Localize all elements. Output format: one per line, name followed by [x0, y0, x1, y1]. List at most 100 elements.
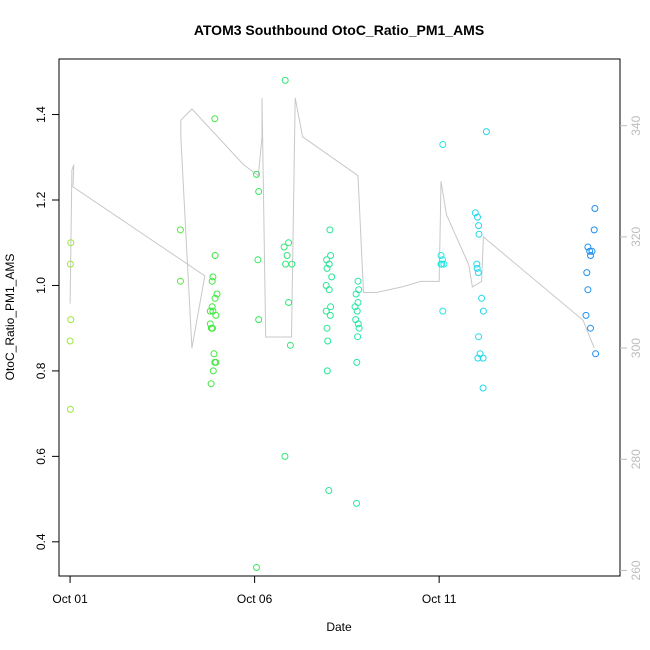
data-point: [211, 115, 219, 123]
data-point: [353, 358, 361, 366]
series-line: [69, 97, 595, 349]
data-point: [208, 303, 216, 311]
data-point: [210, 350, 218, 358]
data-point: [438, 260, 446, 268]
line-layer: [69, 97, 595, 349]
data-point: [323, 367, 331, 375]
data-point: [255, 316, 263, 324]
data-point: [479, 307, 487, 315]
y-tick-label: 1.0: [34, 277, 48, 294]
data-point: [208, 277, 216, 285]
data-point: [351, 303, 359, 311]
y-axis-label: OtoC_Ratio_PM1_AMS: [3, 254, 17, 381]
data-point: [354, 320, 362, 328]
points-layer: [66, 76, 600, 571]
data-point: [591, 205, 599, 212]
data-point: [353, 307, 361, 315]
x-tick-label: Oct 06: [237, 592, 273, 606]
data-point: [592, 350, 600, 358]
y-tick-label: 1.2: [34, 191, 48, 208]
data-point: [437, 252, 445, 259]
y-tick-label: 1.4: [34, 106, 48, 123]
data-point: [439, 141, 447, 148]
data-point: [474, 213, 481, 221]
data-point: [587, 252, 594, 259]
data-point: [355, 324, 363, 332]
data-point: [327, 252, 335, 259]
data-point: [584, 243, 592, 251]
x-tick-label: Oct 01: [52, 592, 88, 606]
data-point: [282, 260, 290, 268]
data-point: [67, 239, 75, 247]
y-tick-label: 0.8: [34, 362, 48, 379]
data-point: [475, 222, 483, 230]
data-point: [327, 303, 335, 311]
data-point: [471, 209, 479, 217]
y2-axis: 260 280 300 320 340: [620, 115, 643, 580]
data-point: [352, 290, 360, 298]
data-point: [478, 294, 486, 302]
data-point: [482, 128, 490, 136]
data-point: [324, 337, 332, 345]
data-point: [325, 260, 333, 268]
data-point: [587, 324, 594, 332]
data-point: [474, 269, 482, 277]
x-axis: Oct 01 Oct 06 Oct 11: [52, 576, 457, 606]
data-point: [584, 286, 592, 294]
data-point: [473, 264, 481, 272]
data-point: [212, 311, 220, 319]
data-point: [582, 311, 590, 319]
data-point: [209, 273, 217, 281]
y2-tick-label: 340: [629, 115, 643, 135]
y2-tick-label: 280: [629, 449, 643, 469]
plot-frame: [58, 58, 621, 577]
data-point: [328, 273, 336, 281]
data-point: [286, 341, 294, 349]
data-point: [322, 282, 330, 289]
data-point: [325, 286, 333, 294]
data-point: [213, 290, 221, 298]
x-axis-label: Date: [326, 620, 352, 634]
data-point: [323, 264, 331, 272]
data-point: [354, 277, 362, 285]
y-axis: 0.4 0.6 0.8 1.0 1.2 1.4: [34, 106, 59, 550]
chart-title: ATOM3 Southbound OtoC_Ratio_PM1_AMS: [194, 22, 484, 38]
data-point: [588, 247, 596, 255]
data-point: [479, 354, 487, 362]
data-point: [326, 311, 334, 319]
data-point: [285, 299, 293, 306]
data-point: [440, 260, 448, 268]
data-point: [281, 76, 289, 84]
data-point: [288, 260, 296, 268]
data-point: [326, 226, 334, 234]
data-point: [206, 307, 214, 315]
data-point: [176, 277, 184, 285]
y-tick-label: 0.4: [34, 533, 48, 550]
data-point: [66, 260, 74, 268]
data-point: [253, 170, 260, 178]
data-point: [255, 188, 263, 195]
data-point: [209, 367, 217, 375]
data-point: [281, 452, 289, 460]
data-point: [323, 324, 331, 332]
data-point: [325, 487, 333, 494]
data-point: [354, 333, 362, 341]
data-point: [354, 299, 362, 306]
data-point: [439, 307, 447, 315]
data-point: [254, 256, 262, 264]
data-point: [479, 384, 487, 392]
data-point: [285, 239, 293, 247]
data-point: [67, 316, 75, 324]
y2-tick-label: 260: [629, 560, 643, 580]
data-point: [475, 230, 483, 238]
data-point: [211, 294, 219, 302]
data-point: [283, 252, 291, 259]
y2-tick-label: 300: [629, 338, 643, 358]
y-tick-label: 0.6: [34, 448, 48, 465]
data-point: [66, 337, 74, 345]
data-point: [253, 564, 260, 571]
data-point: [590, 226, 598, 234]
y2-tick-label: 320: [629, 227, 643, 247]
data-point: [207, 380, 215, 388]
